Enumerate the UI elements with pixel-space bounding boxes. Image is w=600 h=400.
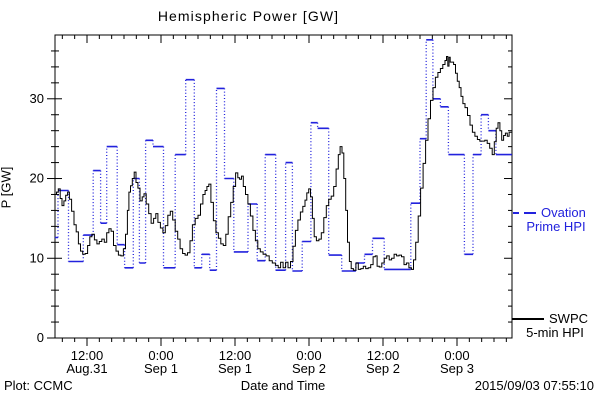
- y-tick-label: 10: [30, 250, 44, 265]
- plot-timestamp: 2015/09/03 07:55:10: [474, 378, 594, 393]
- legend-ovation-label-line2: Prime HPI: [526, 219, 586, 234]
- plot-frame: [54, 34, 513, 339]
- ovation-legend-dash-icon: [524, 212, 536, 214]
- x-axis-title: Date and Time: [240, 378, 326, 393]
- x-tick-date-label: Sep 3: [440, 361, 474, 376]
- ovation-series-connectors: [57, 39, 497, 271]
- x-tick-date-label: Sep 1: [218, 361, 252, 376]
- legend-swpc: SWPC 5-min HPI: [512, 312, 598, 340]
- x-tick-date-label: Sep 2: [366, 361, 400, 376]
- y-tick-label: 30: [30, 91, 44, 106]
- swpc-legend-line-icon: [512, 318, 544, 320]
- y-axis-title: P [GW]: [0, 166, 14, 209]
- y-tick-label: 0: [37, 330, 44, 345]
- x-tick-time-label: 0:00: [296, 348, 321, 363]
- legend-ovation: Ovation Prime HPI: [513, 206, 599, 234]
- legend-ovation-label-line1: Ovation: [541, 205, 586, 220]
- x-tick-time-label: 12:00: [71, 348, 104, 363]
- x-tick-time-label: 12:00: [219, 348, 252, 363]
- legend-swpc-label-line1: SWPC: [549, 311, 588, 326]
- x-tick-time-label: 12:00: [367, 348, 400, 363]
- x-tick-date-label: Sep 1: [144, 361, 178, 376]
- ovation-series-line: [54, 39, 512, 272]
- legend-swpc-label-line2: 5-min HPI: [526, 325, 584, 340]
- x-tick-time-label: 0:00: [444, 348, 469, 363]
- plot-credit: Plot: CCMC: [4, 378, 73, 393]
- page-title: Hemispheric Power [GW]: [157, 8, 340, 24]
- swpc-series-line: [55, 56, 512, 271]
- ovation-legend-dash-icon: [513, 212, 519, 214]
- x-tick-time-label: 0:00: [148, 348, 173, 363]
- x-tick-date-label: Aug.31: [66, 361, 107, 376]
- y-tick-label: 20: [30, 171, 44, 186]
- x-tick-date-label: Sep 2: [292, 361, 326, 376]
